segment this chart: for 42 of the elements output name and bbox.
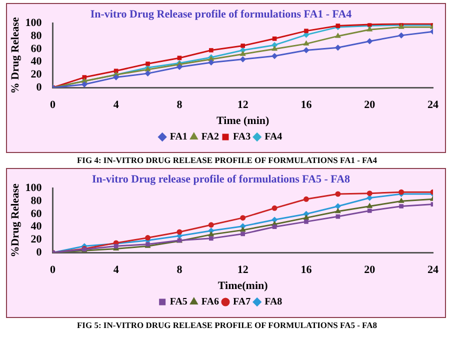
x-axis-title: Time(min): [218, 280, 268, 292]
legend-label: FA5: [170, 296, 188, 308]
y-tick-label: 20: [30, 68, 42, 81]
x-tick-label: 16: [300, 99, 312, 112]
y-tick-label: 100: [25, 182, 42, 194]
legend-label: FA1: [170, 132, 188, 143]
x-tick-label: 16: [300, 264, 312, 276]
x-tick-label: 20: [364, 99, 376, 112]
x-axis-title: Time (min): [216, 115, 270, 128]
legend-label: FA2: [201, 132, 220, 143]
y-tick-label: 60: [30, 208, 42, 220]
x-tick-label: 0: [50, 99, 56, 112]
y-tick-label: 20: [30, 234, 42, 246]
x-tick-label: 0: [50, 264, 56, 276]
y-tick-label: 60: [30, 42, 42, 55]
caption: FIG 4: IN-VITRO DRUG RELEASE PROFILE OF FORMULATIONS FA1 - FA4: [76, 155, 378, 165]
y-tick-label: 80: [30, 30, 42, 42]
legend-label: FA7: [233, 296, 251, 308]
caption: FIG 5: IN-VITRO DRUG RELEASE PROFILE OF FORMULATIONS FA5 - FA8: [76, 320, 378, 330]
x-tick-label: 4: [113, 264, 120, 276]
y-tick-label: 0: [36, 246, 42, 258]
legend-label: FA6: [201, 296, 220, 308]
y-tick-label: 80: [30, 194, 42, 207]
chart-title: In-vitro Drug Release profile of formulations FA1 - FA4: [90, 8, 352, 20]
x-tick-label: 12: [237, 99, 249, 112]
legend-label: FA8: [264, 296, 282, 308]
legend-label: FA4: [264, 132, 282, 143]
y-tick-label: 0: [36, 81, 42, 94]
y-tick-label: 100: [25, 17, 42, 30]
x-tick-label: 12: [237, 264, 249, 276]
y-tick-label: 40: [30, 56, 42, 68]
x-tick-label: 20: [364, 264, 376, 276]
x-tick-label: 4: [113, 99, 120, 112]
chart-title: In-vitro Drug release profile of formulations FA5 - FA8: [92, 173, 351, 186]
y-axis-title: %Drug Release: [9, 183, 22, 258]
legend-label: FA3: [233, 132, 251, 143]
x-tick-label: 8: [176, 99, 183, 112]
y-axis-title: % Drug Release: [9, 17, 22, 94]
x-tick-label: 24: [428, 264, 439, 276]
x-tick-label: 24: [428, 99, 439, 112]
y-tick-label: 40: [30, 220, 42, 233]
x-tick-label: 8: [176, 264, 183, 276]
